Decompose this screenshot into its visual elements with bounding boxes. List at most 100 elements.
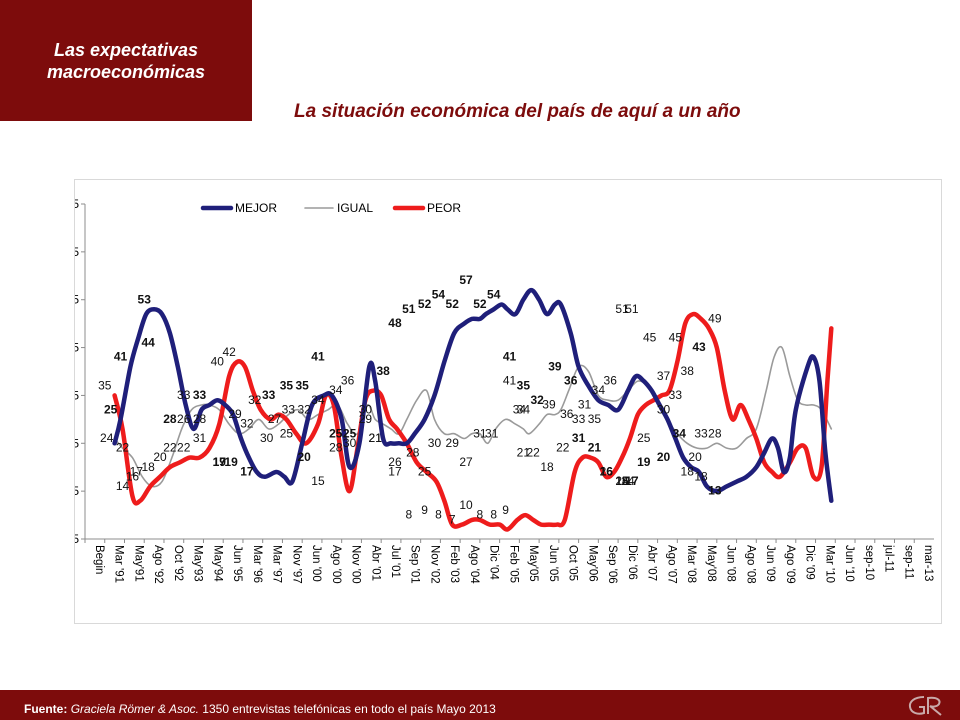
data-label: 13 [708, 484, 722, 498]
data-label: 19 [637, 455, 651, 469]
data-label: 41 [311, 350, 325, 364]
data-label: 52 [446, 297, 460, 311]
data-label: 24 [615, 474, 629, 488]
data-label: 8 [490, 508, 497, 522]
legend-label-igual: IGUAL [337, 201, 373, 215]
data-label: 21 [369, 431, 383, 445]
x-tick-label: sep-10 [863, 545, 875, 580]
data-label: 33 [193, 388, 207, 402]
data-label: 35 [98, 378, 112, 392]
x-tick-label: Feb '05 [507, 545, 519, 583]
x-tick-label: Mar '08 [685, 545, 697, 583]
x-tick-label: Abr '01 [369, 545, 381, 581]
data-label: 19 [224, 455, 238, 469]
y-tick-label: 35 [75, 388, 79, 402]
data-label: 10 [459, 498, 473, 512]
data-label: 31 [485, 426, 499, 440]
y-tick-label: 25 [75, 436, 79, 450]
data-label: 52 [473, 297, 487, 311]
data-label: 44 [142, 335, 156, 349]
data-label: 17 [625, 474, 639, 488]
x-tick-label: Jun '00 [310, 545, 322, 582]
x-tick-label: Oct '05 [567, 545, 579, 581]
data-label: 29 [446, 436, 460, 450]
x-tick-label: Feb '03 [448, 545, 460, 583]
data-label: 30 [260, 431, 274, 445]
data-label: 34 [513, 402, 527, 416]
data-label: 21 [517, 445, 531, 459]
data-label: 27 [459, 455, 473, 469]
data-label: 28 [406, 445, 420, 459]
data-label: 38 [681, 364, 695, 378]
y-tick-label: 65 [75, 245, 79, 259]
y-tick-label: 55 [75, 293, 79, 307]
x-tick-label: Jun '09 [764, 545, 776, 582]
x-tick-label: Ago '07 [665, 545, 677, 584]
data-label: 27 [268, 412, 282, 426]
data-label: 25 [343, 426, 357, 440]
data-label: 28 [163, 412, 177, 426]
data-label: 28 [193, 412, 207, 426]
x-tick-label: Oct '92 [172, 545, 184, 581]
x-tick-label: Nov '97 [290, 545, 302, 584]
data-label: 41 [114, 350, 128, 364]
data-label: 15 [615, 474, 629, 488]
x-tick-label: May'91 [132, 545, 144, 582]
data-label: 28 [329, 441, 343, 455]
data-label: 17 [213, 455, 227, 469]
data-label: 22 [116, 441, 130, 455]
data-label: 48 [388, 316, 402, 330]
data-label: 18 [681, 465, 695, 479]
data-label: 45 [643, 331, 657, 345]
data-label: 51 [402, 302, 416, 316]
data-label: 40 [211, 355, 225, 369]
data-label: 25 [329, 426, 343, 440]
data-label: 16 [126, 469, 140, 483]
data-label: 39 [542, 398, 556, 412]
data-label: 20 [153, 450, 167, 464]
x-tick-label: Dic '06 [626, 545, 638, 580]
data-label: 36 [564, 374, 578, 388]
data-label: 32 [248, 393, 262, 407]
x-tick-label: Dic '09 [804, 545, 816, 580]
data-label: 31 [473, 426, 487, 440]
data-label: 35 [588, 412, 602, 426]
data-label: 18 [142, 460, 156, 474]
data-label: 34 [673, 426, 687, 440]
x-tick-label: sep-11 [902, 545, 914, 579]
data-label: 34 [329, 383, 343, 397]
footer-source: Fuente: Graciela Römer & Asoc. 1350 entr… [24, 702, 496, 716]
data-label: 45 [669, 331, 683, 345]
x-tick-label: mar-13 [922, 545, 934, 581]
data-label: 35 [296, 378, 310, 392]
x-tick-label: Ago '04 [468, 545, 480, 584]
x-tick-label: Mar '97 [271, 545, 283, 583]
x-tick-label: Sep '01 [409, 545, 421, 584]
data-label: 33 [177, 388, 191, 402]
data-label: 41 [503, 350, 517, 364]
x-tick-label: Jul '01 [389, 545, 401, 578]
data-label: 26 [388, 455, 402, 469]
data-label: 24 [100, 431, 114, 445]
data-label: 33 [262, 388, 276, 402]
footer-source-detail: 1350 entrevistas telefónicas en todo el … [202, 702, 496, 716]
data-label: 26 [177, 412, 191, 426]
x-tick-label: Ago '08 [744, 545, 756, 584]
data-label: 32 [240, 417, 254, 431]
series-line-peor [112, 311, 834, 532]
x-tick-label: Nov '00 [350, 545, 362, 584]
data-label: 25 [104, 402, 118, 416]
y-tick-label: 75 [75, 197, 79, 211]
data-label: 35 [280, 378, 294, 392]
x-tick-label: Jun '10 [843, 545, 855, 582]
x-tick-label: Jun '08 [725, 545, 737, 582]
data-label: 36 [560, 407, 574, 421]
data-label: 41 [503, 374, 517, 388]
data-label: 52 [418, 297, 432, 311]
data-label: 38 [376, 364, 390, 378]
x-tick-label: Jun '95 [231, 545, 243, 582]
x-tick-label: May'94 [211, 545, 223, 582]
data-label: 43 [692, 340, 706, 354]
x-tick-label: Jun '05 [547, 545, 559, 582]
